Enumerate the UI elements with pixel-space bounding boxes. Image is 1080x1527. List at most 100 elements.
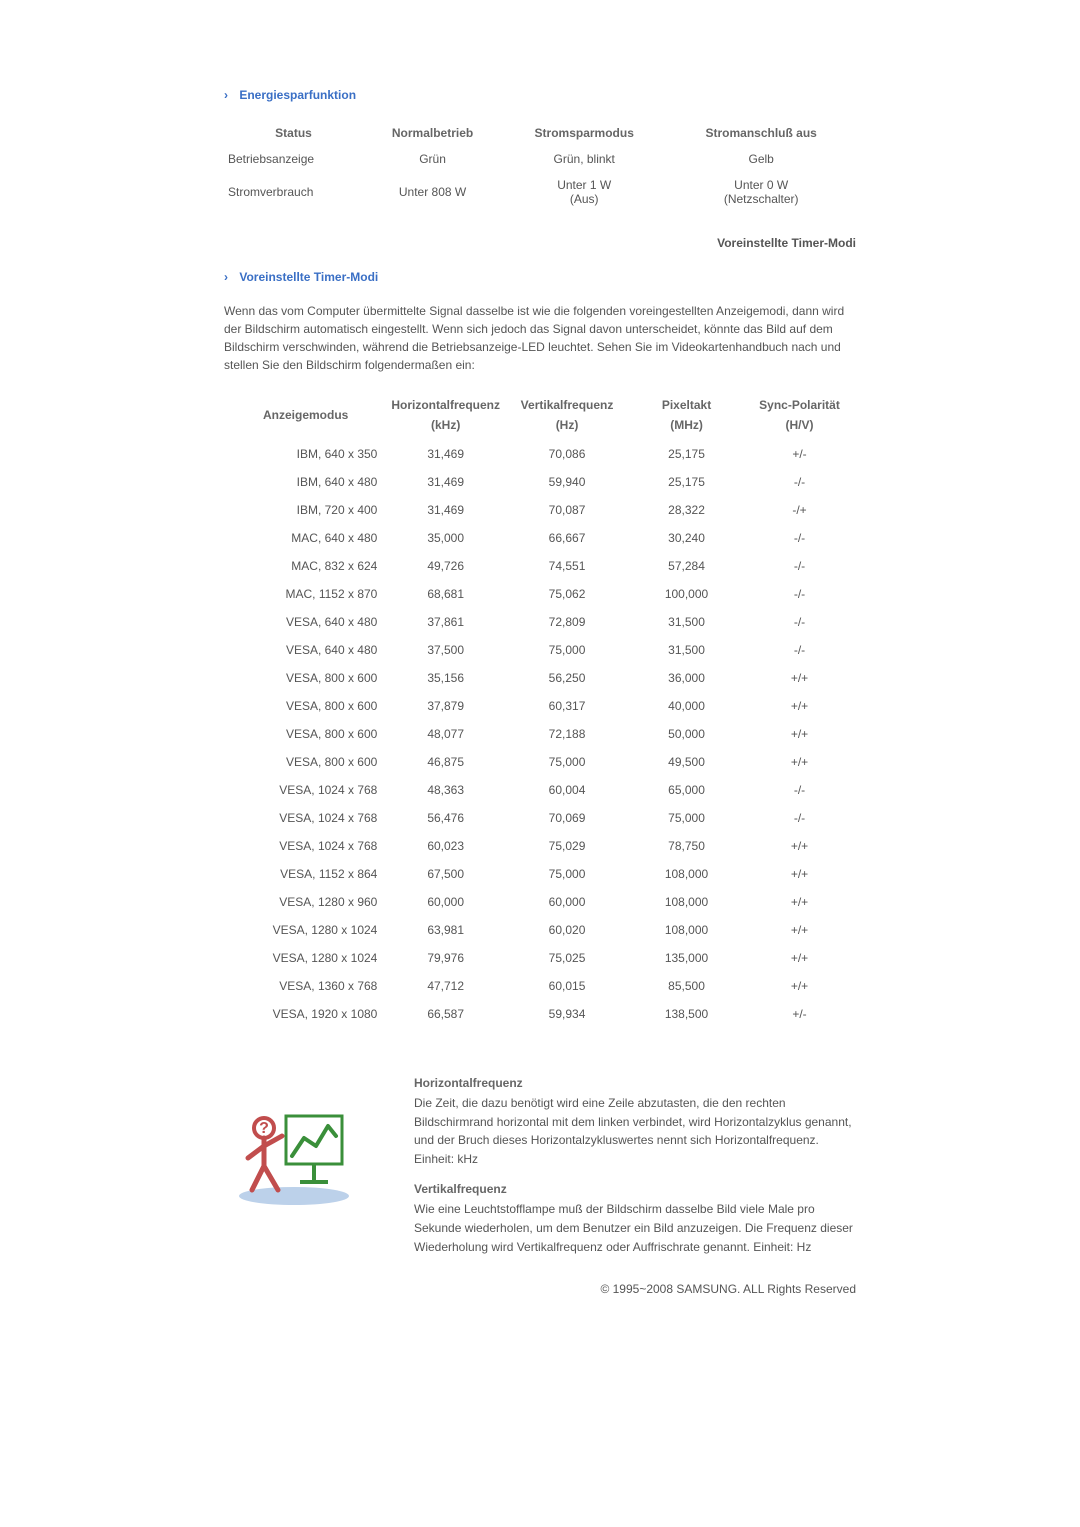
timer-cell-value: 135,000	[630, 944, 743, 972]
timer-cell-value: +/-	[743, 1000, 856, 1028]
timer-table-row: VESA, 1024 x 76848,36360,00465,000-/-	[224, 776, 856, 804]
timer-cell-value: 25,175	[630, 440, 743, 468]
preset-heading: › Voreinstellte Timer-Modi	[224, 270, 856, 284]
timer-cell-value: 75,000	[504, 860, 630, 888]
power-row-save-line2: (Aus)	[506, 192, 662, 206]
vfreq-def-title: Vertikalfrequenz	[414, 1182, 856, 1196]
timer-cell-value: 75,000	[630, 804, 743, 832]
energy-heading: › Energiesparfunktion	[224, 88, 856, 102]
copyright-text: © 1995~2008 SAMSUNG. ALL Rights Reserved	[224, 1282, 856, 1296]
timer-header-vfreq-label: Vertikalfrequenz	[521, 398, 614, 412]
timer-header-sync-label: Sync-Polarität	[759, 398, 840, 412]
vfreq-def-body: Wie eine Leuchtstofflampe muß der Bildsc…	[414, 1200, 856, 1256]
timer-cell-mode: VESA, 1280 x 1024	[224, 916, 387, 944]
timer-cell-value: 63,981	[387, 916, 504, 944]
timer-cell-value: 31,469	[387, 440, 504, 468]
power-row-label: Betriebsanzeige	[224, 146, 363, 172]
energy-heading-text: Energiesparfunktion	[239, 88, 356, 102]
timer-cell-value: 65,000	[630, 776, 743, 804]
timer-cell-value: 50,000	[630, 720, 743, 748]
timer-cell-value: 31,469	[387, 496, 504, 524]
timer-table-row: MAC, 832 x 62449,72674,55157,284-/-	[224, 552, 856, 580]
timer-cell-value: 30,240	[630, 524, 743, 552]
timer-cell-mode: IBM, 720 x 400	[224, 496, 387, 524]
timer-cell-value: 37,879	[387, 692, 504, 720]
timer-cell-value: 78,750	[630, 832, 743, 860]
chevron-right-icon: ›	[224, 88, 236, 102]
timer-cell-value: +/+	[743, 832, 856, 860]
timer-cell-value: -/-	[743, 552, 856, 580]
timer-cell-value: -/-	[743, 804, 856, 832]
timer-cell-value: 59,940	[504, 468, 630, 496]
timer-table-row: VESA, 1920 x 108066,58759,934138,500+/-	[224, 1000, 856, 1028]
timer-cell-value: -/-	[743, 524, 856, 552]
timer-cell-value: 57,284	[630, 552, 743, 580]
timer-header-vfreq: Vertikalfrequenz (Hz)	[504, 394, 630, 440]
power-header-off: Stromanschluß aus	[666, 120, 856, 146]
timer-cell-value: 75,000	[504, 748, 630, 776]
timer-cell-value: 60,317	[504, 692, 630, 720]
timer-cell-mode: VESA, 800 x 600	[224, 720, 387, 748]
hfreq-def-title: Horizontalfrequenz	[414, 1076, 856, 1090]
timer-cell-value: 49,726	[387, 552, 504, 580]
timer-table-row: VESA, 1280 x 96060,00060,000108,000+/+	[224, 888, 856, 916]
timer-table-row: VESA, 800 x 60035,15656,25036,000+/+	[224, 664, 856, 692]
timer-cell-mode: VESA, 1280 x 1024	[224, 944, 387, 972]
timer-cell-value: 108,000	[630, 860, 743, 888]
timer-cell-mode: MAC, 1152 x 870	[224, 580, 387, 608]
timer-cell-value: 74,551	[504, 552, 630, 580]
timer-cell-mode: VESA, 1360 x 768	[224, 972, 387, 1000]
timer-table-row: VESA, 640 x 48037,50075,00031,500-/-	[224, 636, 856, 664]
timer-cell-value: 60,015	[504, 972, 630, 1000]
timer-header-pixel: Pixeltakt (MHz)	[630, 394, 743, 440]
timer-cell-value: 66,667	[504, 524, 630, 552]
timer-cell-value: 48,077	[387, 720, 504, 748]
timer-cell-value: 79,976	[387, 944, 504, 972]
timer-table-row: MAC, 640 x 48035,00066,66730,240-/-	[224, 524, 856, 552]
timer-cell-value: 108,000	[630, 888, 743, 916]
timer-header-pixel-unit: (MHz)	[634, 418, 739, 432]
timer-cell-value: +/+	[743, 748, 856, 776]
timer-cell-mode: VESA, 1024 x 768	[224, 776, 387, 804]
timer-cell-value: 70,087	[504, 496, 630, 524]
power-row-off: Gelb	[666, 146, 856, 172]
timer-cell-mode: VESA, 1280 x 960	[224, 888, 387, 916]
preset-timer-link[interactable]: Voreinstellte Timer-Modi	[717, 236, 856, 250]
timer-header-hfreq: Horizontalfrequenz (kHz)	[387, 394, 504, 440]
timer-table-row: VESA, 800 x 60046,87575,00049,500+/+	[224, 748, 856, 776]
timer-cell-mode: IBM, 640 x 480	[224, 468, 387, 496]
timer-cell-value: 138,500	[630, 1000, 743, 1028]
power-row-off: Unter 0 W (Netzschalter)	[666, 172, 856, 212]
frequency-illustration-icon: ?	[224, 1068, 414, 1208]
timer-header-vfreq-unit: (Hz)	[508, 418, 626, 432]
timer-cell-value: 108,000	[630, 916, 743, 944]
timer-cell-value: 31,469	[387, 468, 504, 496]
timer-header-hfreq-unit: (kHz)	[391, 418, 500, 432]
preset-heading-text: Voreinstellte Timer-Modi	[239, 270, 378, 284]
timer-table-row: VESA, 1360 x 76847,71260,01585,500+/+	[224, 972, 856, 1000]
power-row-off-line1: Unter 0 W	[670, 178, 852, 192]
preset-link-row: Voreinstellte Timer-Modi	[224, 236, 856, 250]
timer-cell-value: +/+	[743, 944, 856, 972]
timer-cell-value: 67,500	[387, 860, 504, 888]
timer-cell-value: 60,023	[387, 832, 504, 860]
timer-cell-value: 72,188	[504, 720, 630, 748]
svg-text:?: ?	[259, 1120, 269, 1137]
timer-cell-value: 36,000	[630, 664, 743, 692]
preset-body-text: Wenn das vom Computer übermittelte Signa…	[224, 302, 856, 374]
timer-cell-value: 40,000	[630, 692, 743, 720]
timer-cell-mode: VESA, 800 x 600	[224, 692, 387, 720]
timer-header-hfreq-label: Horizontalfrequenz	[391, 398, 500, 412]
timer-cell-mode: IBM, 640 x 350	[224, 440, 387, 468]
power-table: Status Normalbetrieb Stromsparmodus Stro…	[224, 120, 856, 212]
timer-cell-value: 31,500	[630, 636, 743, 664]
power-row-normal: Grün	[363, 146, 502, 172]
power-row-save-line1: Unter 1 W	[506, 178, 662, 192]
timer-cell-value: -/-	[743, 608, 856, 636]
power-table-header-row: Status Normalbetrieb Stromsparmodus Stro…	[224, 120, 856, 146]
timer-cell-mode: VESA, 1024 x 768	[224, 832, 387, 860]
timer-cell-mode: MAC, 832 x 624	[224, 552, 387, 580]
timer-cell-value: 28,322	[630, 496, 743, 524]
timer-cell-value: 85,500	[630, 972, 743, 1000]
timer-table-row: MAC, 1152 x 87068,68175,062100,000-/-	[224, 580, 856, 608]
